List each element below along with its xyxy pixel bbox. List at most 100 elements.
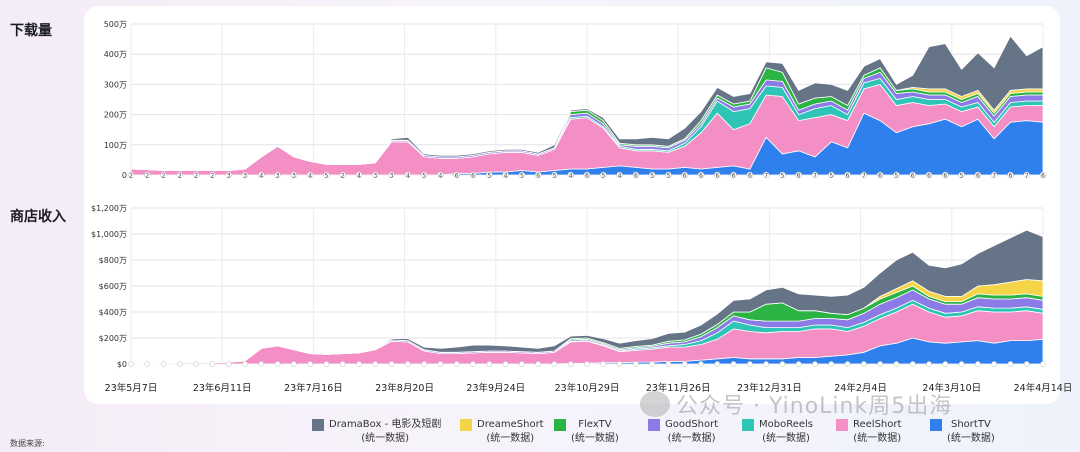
y-tick-label: 0 bbox=[122, 171, 127, 180]
legend-item-dramabox[interactable]: DramaBox - 电影及短剧 (统一数据) bbox=[312, 418, 460, 446]
y-tick-label: $600万 bbox=[99, 282, 127, 291]
point-marker bbox=[730, 361, 737, 367]
point-label: 3 bbox=[292, 173, 296, 180]
point-marker bbox=[795, 171, 802, 179]
point-label: 2 bbox=[341, 173, 345, 180]
point-marker bbox=[388, 171, 395, 179]
point-label: 4 bbox=[406, 173, 410, 180]
point-marker bbox=[323, 361, 330, 367]
legend-label: DreameShort bbox=[477, 419, 544, 430]
point-label: 4 bbox=[439, 173, 443, 180]
point-marker bbox=[893, 171, 900, 179]
point-marker bbox=[144, 361, 151, 367]
point-marker bbox=[648, 171, 656, 179]
point-marker bbox=[990, 171, 998, 179]
y-tick-label: 400万 bbox=[104, 50, 127, 59]
data-source-label: 数据来源: bbox=[10, 439, 45, 448]
x-tick-label: 24年3月10日 bbox=[922, 382, 981, 394]
point-label: 2 bbox=[129, 173, 133, 180]
legend-label: GoodShort bbox=[665, 419, 719, 430]
legend-label: FlexTV bbox=[578, 419, 612, 430]
point-marker bbox=[160, 361, 167, 367]
area-dramabox bbox=[130, 35, 1044, 171]
x-tick-label: 24年4月14日 bbox=[1014, 382, 1073, 394]
point-marker bbox=[763, 361, 769, 367]
point-marker bbox=[176, 171, 184, 179]
point-marker bbox=[339, 171, 346, 179]
point-marker bbox=[241, 171, 249, 179]
point-label: 6 bbox=[927, 173, 931, 180]
point-marker bbox=[290, 171, 298, 179]
point-marker bbox=[633, 361, 639, 367]
point-marker bbox=[1007, 171, 1014, 179]
point-marker bbox=[1039, 171, 1047, 179]
point-marker bbox=[876, 171, 884, 179]
point-label: 3 bbox=[243, 173, 247, 180]
point-label: 6 bbox=[1041, 173, 1045, 180]
point-marker bbox=[405, 361, 411, 367]
point-label: 5 bbox=[781, 173, 785, 180]
point-label: 2 bbox=[145, 173, 149, 180]
point-label: 6 bbox=[943, 173, 947, 180]
area-dramabox bbox=[131, 229, 1044, 364]
point-marker bbox=[747, 361, 753, 367]
point-marker bbox=[502, 361, 509, 367]
point-marker bbox=[127, 171, 135, 179]
point-marker bbox=[355, 171, 363, 179]
legend-item-moboreels[interactable]: MoboReels (统一数据) bbox=[742, 418, 836, 446]
point-marker bbox=[877, 361, 883, 367]
point-marker bbox=[975, 361, 981, 367]
x-tick-label: 23年7月16日 bbox=[284, 382, 343, 394]
legend-item-flextv[interactable]: FlexTV (统一数据) bbox=[554, 418, 648, 446]
point-label: 6 bbox=[699, 173, 703, 180]
point-label: 5 bbox=[667, 173, 671, 180]
point-marker bbox=[958, 171, 965, 179]
point-marker bbox=[1023, 361, 1030, 367]
point-marker bbox=[567, 171, 574, 179]
legend-swatch bbox=[312, 419, 324, 431]
downloads-title: 下载量 bbox=[10, 23, 52, 39]
legend-sub: (统一数据) bbox=[486, 433, 535, 444]
y-tick-label: $400万 bbox=[99, 308, 127, 317]
watermark-text: 公众号 · YinoLink周5出海 bbox=[676, 394, 953, 419]
x-tick-label: 23年10月29日 bbox=[555, 382, 620, 394]
point-marker bbox=[909, 361, 916, 367]
point-marker bbox=[616, 361, 623, 367]
point-marker bbox=[1040, 361, 1046, 367]
point-marker bbox=[844, 171, 851, 179]
point-marker bbox=[649, 361, 655, 367]
wechat-icon bbox=[640, 391, 670, 417]
point-marker bbox=[942, 171, 949, 179]
point-label: 5 bbox=[829, 173, 833, 180]
point-marker bbox=[437, 361, 444, 367]
point-marker bbox=[420, 171, 428, 179]
point-marker bbox=[600, 171, 607, 179]
y-tick-label: 100万 bbox=[104, 141, 127, 150]
point-marker bbox=[828, 171, 835, 179]
legend-item-reelshort[interactable]: ReelShort (统一数据) bbox=[836, 418, 930, 446]
point-marker bbox=[258, 171, 265, 179]
point-label: 4 bbox=[618, 173, 622, 180]
point-label: 2 bbox=[194, 173, 198, 180]
point-marker bbox=[225, 171, 232, 179]
point-marker bbox=[274, 171, 281, 179]
point-marker bbox=[258, 361, 265, 367]
y-tick-label: $1,000万 bbox=[91, 230, 127, 239]
point-marker bbox=[551, 171, 558, 179]
legend-item-shorttv[interactable]: ShortTV (统一数据) bbox=[930, 418, 1024, 446]
legend-sub: (统一数据) bbox=[571, 433, 619, 444]
point-label: 6 bbox=[715, 173, 719, 180]
legend-item-dreameshort[interactable]: DreameShort (统一数据) bbox=[460, 418, 554, 446]
watermark: 公众号 · YinoLink周5出海 bbox=[640, 388, 952, 420]
point-label: 6 bbox=[683, 173, 687, 180]
point-marker bbox=[958, 361, 965, 367]
point-marker bbox=[861, 361, 867, 367]
point-label: 5 bbox=[520, 173, 524, 180]
point-label: 7 bbox=[992, 173, 996, 180]
point-label: 7 bbox=[813, 173, 817, 180]
legend-item-goodshort[interactable]: GoodShort (统一数据) bbox=[648, 418, 742, 446]
point-label: 5 bbox=[325, 173, 329, 180]
legend-swatch bbox=[836, 419, 848, 431]
point-marker bbox=[697, 171, 705, 179]
